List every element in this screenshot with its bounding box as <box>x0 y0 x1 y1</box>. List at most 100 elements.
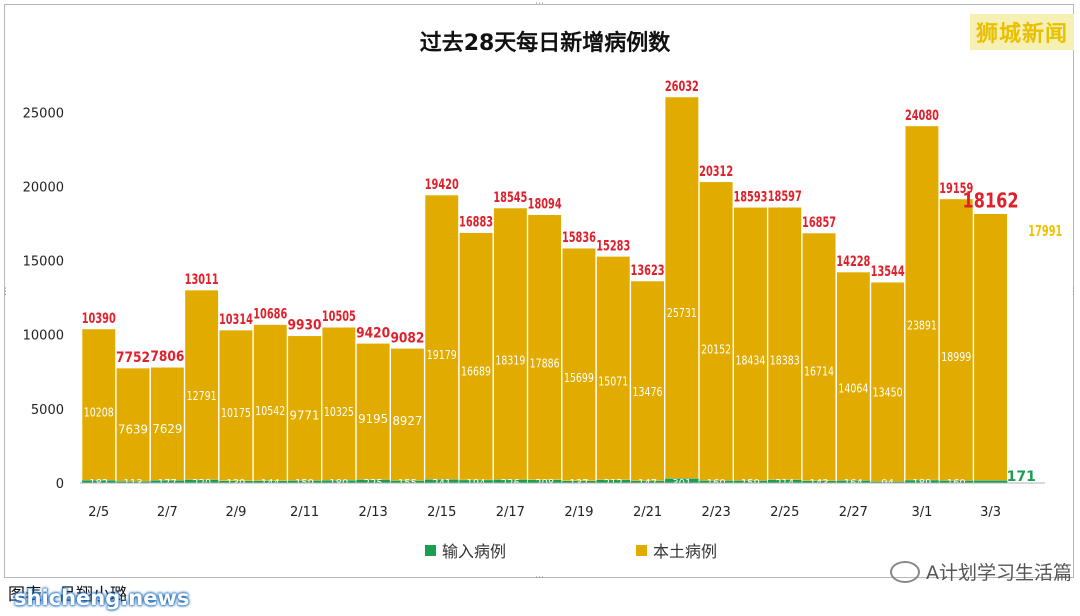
bar-imported-2/10 <box>253 480 287 483</box>
total-label: 18162 <box>963 189 1019 213</box>
bar-local-2/9 <box>218 329 253 482</box>
brand-logo-text: 狮城新闻 <box>969 14 1074 50</box>
bar-local-3/3 <box>973 213 1008 481</box>
bar-local-2/17 <box>493 207 528 480</box>
total-label: 16857 <box>802 215 836 231</box>
local-label: 12791 <box>187 389 217 403</box>
legend-item-local: 本土病例 <box>636 538 717 562</box>
bar-local-2/22 <box>664 96 699 479</box>
x-tick-label: 2/17 <box>496 505 525 520</box>
resize-handle-right[interactable]: ⋮ <box>1069 287 1078 297</box>
bar-imported-2/27 <box>836 480 871 483</box>
bar-imported-2/24 <box>733 480 768 483</box>
x-tick-label: 2/11 <box>290 505 319 520</box>
bar-local-2/5 <box>81 328 116 481</box>
total-label: 10686 <box>253 307 287 323</box>
x-tick-label: 2/5 <box>88 505 109 520</box>
local-label: 18319 <box>495 354 525 368</box>
bar-local-2/23 <box>699 181 734 481</box>
legend-item-imported: 输入病例 <box>425 538 506 562</box>
resize-handle-left[interactable]: ⋮ <box>1 287 10 297</box>
bar-local-2/21 <box>630 280 665 482</box>
bar-imported-2/19 <box>562 480 596 483</box>
x-tick-label: 2/23 <box>702 505 731 520</box>
local-label: 9195 <box>358 412 388 426</box>
x-tick-label: 2/9 <box>225 505 246 520</box>
bar-imported-2/7 <box>150 480 185 483</box>
bar-local-2/24 <box>733 206 768 481</box>
bar-imported-2/5 <box>82 480 116 483</box>
site-watermark: shicheng.news <box>14 586 190 610</box>
legend-swatch-imported <box>425 544 436 556</box>
total-label: 9420 <box>356 325 390 341</box>
bar-local-2/6 <box>116 367 151 482</box>
bar-imported-2/9 <box>219 480 253 483</box>
x-tick-label: 2/15 <box>427 505 456 520</box>
local-label: 18999 <box>941 350 971 364</box>
local-label: 16689 <box>461 364 491 378</box>
total-label: 18545 <box>493 190 527 206</box>
local-label: 10325 <box>324 405 354 419</box>
local-label: 10175 <box>221 406 251 420</box>
bar-imported-2/18 <box>527 479 562 483</box>
bar-local-2/12 <box>321 326 356 481</box>
total-label: 10505 <box>322 309 356 325</box>
bar-local-2/26 <box>801 232 837 482</box>
bar-imported-2/12 <box>322 480 356 483</box>
bar-imported-2/6 <box>116 481 150 483</box>
local-label: 13450 <box>873 386 903 400</box>
bar-local-2/25 <box>767 206 802 481</box>
bar-imported-2/17 <box>493 479 528 483</box>
local-label: 7639 <box>118 423 148 437</box>
local-label: 17886 <box>530 357 560 371</box>
bar-local-3/2 <box>939 198 974 481</box>
resize-handle-bottom[interactable]: ⋯ <box>535 573 544 583</box>
local-label: 20152 <box>701 342 731 356</box>
legend-swatch-local <box>636 544 647 556</box>
total-label: 10390 <box>82 311 116 327</box>
total-label: 18597 <box>768 189 802 205</box>
local-label: 23891 <box>907 318 937 332</box>
bar-imported-3/1 <box>905 480 939 483</box>
resize-handle-top[interactable]: ⋯ <box>535 0 544 9</box>
bar-imported-3/2 <box>939 480 973 483</box>
bar-local-2/16 <box>458 232 494 481</box>
bar-local-2/10 <box>253 324 288 482</box>
x-tick-label: 2/19 <box>564 505 593 520</box>
x-tick-label: 2/27 <box>839 505 868 520</box>
total-label: 16883 <box>459 215 493 231</box>
local-label: 14064 <box>838 381 868 395</box>
legend-label-local: 本土病例 <box>653 542 718 561</box>
x-tick-label: 2/7 <box>157 505 178 520</box>
legend-label-imported: 输入病例 <box>442 542 507 561</box>
bar-imported-2/28 <box>870 481 905 483</box>
bar-imported-2/14 <box>390 480 425 483</box>
wechat-icon <box>890 560 920 583</box>
y-tick-label: 5000 <box>31 403 64 418</box>
local-label: 13476 <box>633 385 663 399</box>
local-label: 17991 <box>1028 222 1062 240</box>
y-tick-label: 10000 <box>23 329 64 344</box>
local-label: 15071 <box>598 375 628 389</box>
total-label: 26032 <box>665 79 699 95</box>
total-label: 10314 <box>219 312 253 328</box>
bar-imported-2/25 <box>768 479 802 483</box>
total-label: 15836 <box>562 230 596 246</box>
watermark: A计划学习生活篇 <box>890 558 1072 585</box>
total-label: 7806 <box>150 349 184 365</box>
total-label: 20312 <box>699 164 733 180</box>
x-tick-label: 3/3 <box>980 505 1001 520</box>
total-label: 14228 <box>836 254 870 270</box>
local-label: 10542 <box>255 404 285 418</box>
caption: 图表：吕翔小璐 <box>8 585 127 605</box>
total-label: 18593 <box>733 189 767 205</box>
total-label: 13544 <box>871 264 905 280</box>
y-tick-label: 0 <box>56 477 64 492</box>
bar-local-2/15 <box>424 194 459 480</box>
local-label: 15699 <box>564 371 594 385</box>
bar-local-2/27 <box>836 271 871 481</box>
local-label: 16714 <box>804 365 834 379</box>
bar-imported-2/22 <box>665 478 699 483</box>
bar-local-2/19 <box>561 247 597 482</box>
bar-local-2/20 <box>596 256 631 481</box>
